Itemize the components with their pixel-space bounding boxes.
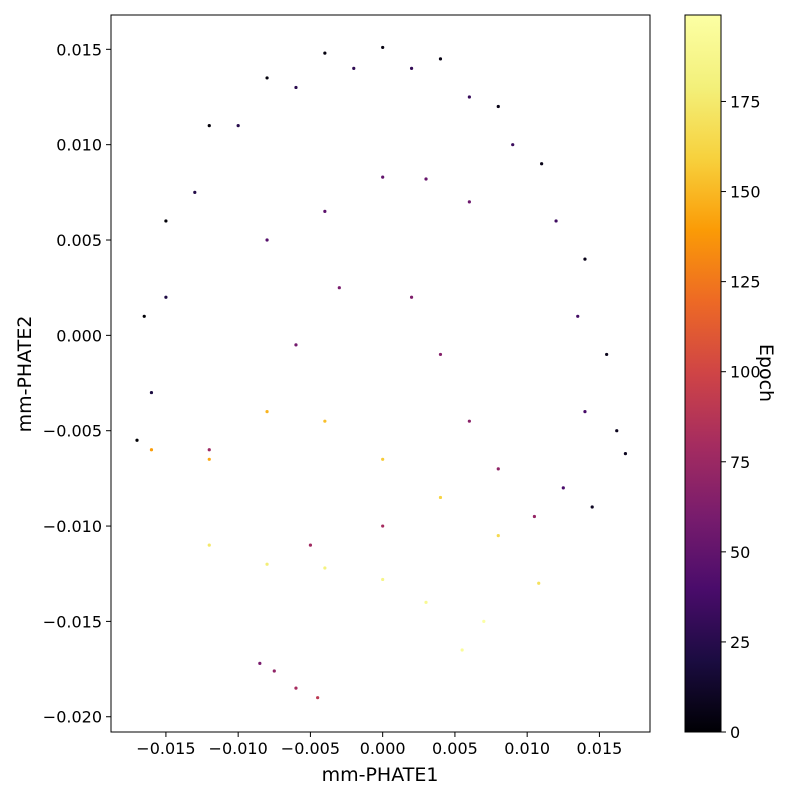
colorbar-tick-label: 0 xyxy=(730,723,740,742)
scatter-point xyxy=(164,219,168,223)
scatter-point xyxy=(583,410,587,414)
scatter-point xyxy=(149,448,154,452)
scatter-point xyxy=(615,429,619,433)
scatter-point xyxy=(316,696,320,700)
colorbar-ticks: 0 25 50 75 100 125 150 175 xyxy=(721,92,761,742)
y-axis: 0.015 0.010 0.005 0.000 −0.005 −0.010 −0.015 −0… xyxy=(43,40,111,727)
scatter-point xyxy=(496,533,500,538)
scatter-point xyxy=(590,505,594,509)
x-tick-label: 0.005 xyxy=(432,739,478,758)
scatter-point xyxy=(272,669,276,673)
colorbar-tick-label: 150 xyxy=(730,183,761,202)
scatter-point xyxy=(207,124,211,128)
scatter-point xyxy=(294,343,298,347)
scatter-point xyxy=(294,686,298,690)
scatter-point xyxy=(207,543,211,547)
x-tick-label: 0.015 xyxy=(577,739,623,758)
scatter-point xyxy=(460,648,464,652)
colorbar-tick-label: 100 xyxy=(730,363,761,382)
y-tick-label: 0.015 xyxy=(56,40,102,59)
scatter-point xyxy=(207,457,211,461)
scatter-point xyxy=(294,85,298,90)
scatter-point xyxy=(438,495,443,500)
scatter-point xyxy=(337,286,341,290)
scatter-point xyxy=(540,162,544,166)
y-tick-label: −0.010 xyxy=(43,517,102,536)
scatter-point xyxy=(467,95,471,99)
scatter-point xyxy=(258,661,262,665)
scatter-point xyxy=(142,314,146,318)
scatter-point xyxy=(438,352,443,357)
colorbar-tick-label: 25 xyxy=(730,633,750,652)
scatter-point xyxy=(323,209,327,214)
scatter-point xyxy=(496,104,500,109)
y-axis-title: mm-PHATE2 xyxy=(14,316,36,433)
y-tick-label: −0.015 xyxy=(43,612,102,631)
x-tick-label: −0.010 xyxy=(209,739,268,758)
colorbar-tick-label: 50 xyxy=(730,543,750,562)
scatter-point xyxy=(149,390,154,395)
scatter-point xyxy=(438,57,443,61)
scatter-point xyxy=(561,486,565,490)
scatter-point xyxy=(265,410,269,414)
scatter-point xyxy=(381,577,385,582)
scatter-point xyxy=(381,457,385,461)
scatter-point xyxy=(583,257,587,261)
scatter-point xyxy=(308,543,313,547)
colorbar-tick-label: 125 xyxy=(730,273,761,292)
x-tick-label: 0.000 xyxy=(360,739,406,758)
scatter-point xyxy=(623,451,628,456)
y-tick-label: −0.020 xyxy=(43,708,102,727)
scatter-point xyxy=(265,238,269,242)
y-tick-label: −0.005 xyxy=(43,422,102,441)
scatter-point xyxy=(511,143,515,147)
scatter-point xyxy=(323,566,327,570)
scatter-point xyxy=(381,175,385,179)
scatter-point xyxy=(265,562,269,566)
colorbar-tick-label: 75 xyxy=(730,453,750,472)
x-axis: −0.015 −0.010 −0.005 0.000 0.005 0.010 0.015 xyxy=(136,732,622,758)
scatter-point xyxy=(265,76,269,80)
y-tick-label: 0.005 xyxy=(56,231,102,250)
scatter-point xyxy=(537,581,541,585)
scatter-point xyxy=(496,467,500,471)
scatter-point xyxy=(135,438,139,442)
colorbar xyxy=(684,14,722,733)
scatter-point xyxy=(409,295,414,299)
plot-frame xyxy=(110,14,651,733)
colorbar-tick-label: 175 xyxy=(730,92,761,111)
scatter-point xyxy=(467,200,471,204)
scatter-point xyxy=(381,45,385,50)
y-tick-label: 0.000 xyxy=(56,326,102,345)
scatter-points xyxy=(135,45,628,700)
scatter-point xyxy=(605,352,609,357)
scatter-point xyxy=(554,219,558,223)
x-tick-label: −0.005 xyxy=(281,739,340,758)
scatter-point xyxy=(323,51,327,55)
scatter-point xyxy=(323,419,327,423)
x-axis-title: mm-PHATE1 xyxy=(322,764,439,786)
scatter-point xyxy=(576,314,580,318)
scatter-point xyxy=(467,419,471,423)
scatter-point xyxy=(164,295,168,299)
scatter-point xyxy=(381,524,385,528)
scatter-point xyxy=(532,514,537,519)
x-tick-label: 0.010 xyxy=(504,739,550,758)
scatter-point xyxy=(424,177,428,181)
scatter-point xyxy=(409,66,414,70)
y-tick-label: 0.010 xyxy=(56,136,102,155)
x-tick-label: −0.015 xyxy=(136,739,195,758)
scatter-point xyxy=(207,448,211,452)
colorbar-title: Epoch xyxy=(755,344,777,402)
scatter-point xyxy=(236,124,240,128)
scatter-point xyxy=(352,66,356,70)
scatter-point xyxy=(482,619,486,624)
scatter-point xyxy=(424,600,428,604)
scatter-point xyxy=(193,190,197,194)
